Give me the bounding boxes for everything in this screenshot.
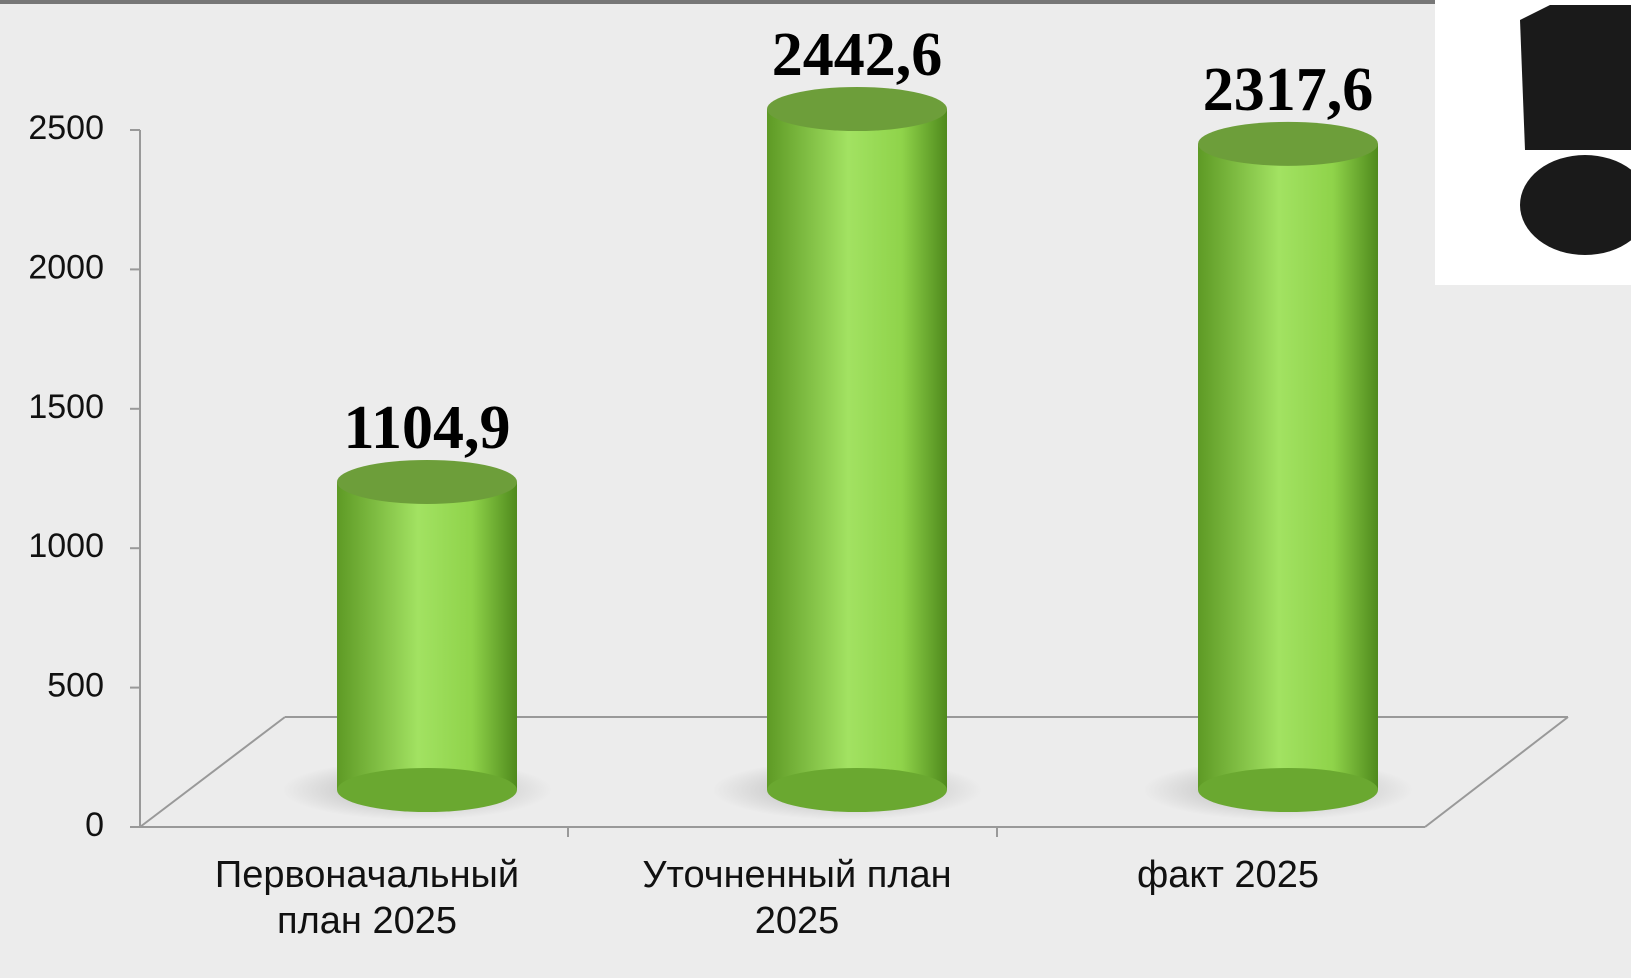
chart: 0 500 1000 1500 2000 2500 1104,9 2442,6 2317,6 bbox=[0, 0, 1631, 978]
page: 0 500 1000 1500 2000 2500 1104,9 2442,6 2317,6 П… bbox=[0, 0, 1631, 978]
bar-bottom bbox=[1198, 768, 1378, 812]
bar-bottom bbox=[767, 768, 947, 812]
bar-top bbox=[337, 460, 517, 504]
y-tick-label: 500 bbox=[47, 667, 104, 705]
x-tick-label: Уточненный план 2025 bbox=[607, 852, 987, 944]
x-tick-label: Первоначальный план 2025 bbox=[177, 852, 557, 944]
bar bbox=[1198, 144, 1378, 790]
bar-top bbox=[1198, 122, 1378, 166]
bar bbox=[767, 109, 947, 790]
side-image bbox=[1435, 0, 1631, 285]
bar-top bbox=[767, 87, 947, 131]
bar bbox=[337, 482, 517, 790]
y-tick-label: 1000 bbox=[28, 527, 104, 565]
y-tick-label: 2500 bbox=[28, 109, 104, 147]
value-label: 2317,6 bbox=[1203, 56, 1374, 124]
x-tick-label: факт 2025 bbox=[1038, 852, 1418, 898]
y-tick-label: 0 bbox=[85, 806, 104, 844]
y-tick-label: 2000 bbox=[28, 248, 104, 286]
y-tick-label: 1500 bbox=[28, 388, 104, 426]
value-label: 1104,9 bbox=[343, 394, 510, 462]
value-label: 2442,6 bbox=[772, 21, 943, 89]
top-border bbox=[0, 0, 1631, 4]
bar-bottom bbox=[337, 768, 517, 812]
